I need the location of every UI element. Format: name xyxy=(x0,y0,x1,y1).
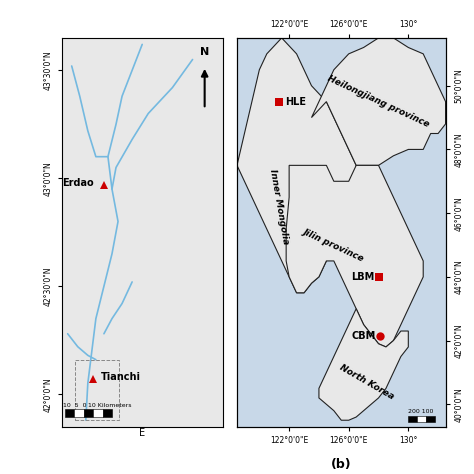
Polygon shape xyxy=(319,309,408,420)
Text: 10 Kilometers: 10 Kilometers xyxy=(88,403,132,408)
Text: Jilin province: Jilin province xyxy=(302,227,366,263)
Polygon shape xyxy=(286,165,423,347)
Text: Inner Mongolia: Inner Mongolia xyxy=(268,168,290,245)
Text: 10  5  0: 10 5 0 xyxy=(63,403,86,408)
Text: Erdao: Erdao xyxy=(62,178,94,188)
Text: Heilongjiang province: Heilongjiang province xyxy=(326,74,431,129)
Text: LBM: LBM xyxy=(352,272,375,282)
Polygon shape xyxy=(62,38,223,427)
Polygon shape xyxy=(311,38,446,165)
Polygon shape xyxy=(237,38,356,293)
Text: HLE: HLE xyxy=(285,97,306,107)
Text: Tianchi: Tianchi xyxy=(101,372,141,382)
Text: N: N xyxy=(200,47,210,57)
Text: CBM: CBM xyxy=(351,331,375,341)
X-axis label: E: E xyxy=(139,428,145,438)
Text: 200 100: 200 100 xyxy=(408,410,433,414)
Text: North Korea: North Korea xyxy=(338,363,395,401)
Text: (b): (b) xyxy=(331,458,352,471)
Bar xyxy=(75,360,119,420)
